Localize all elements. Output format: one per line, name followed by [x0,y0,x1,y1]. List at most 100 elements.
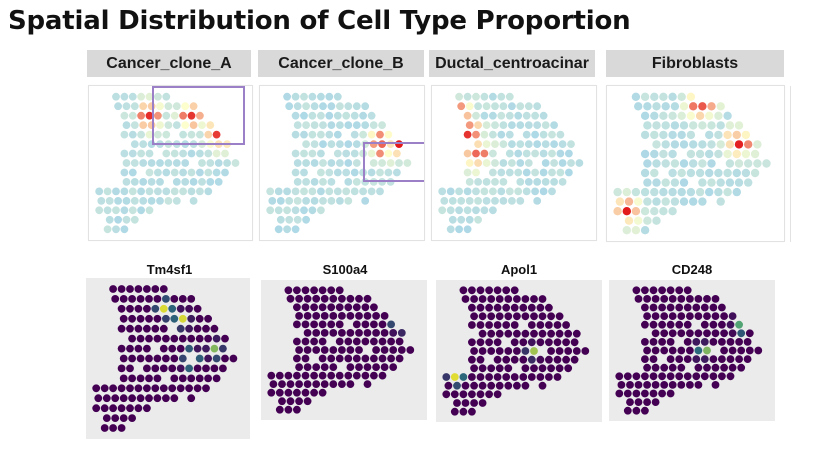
tissue-spot [495,364,504,373]
tissue-spot [122,121,131,129]
tissue-spot [310,320,318,329]
tissue-spot [92,384,101,393]
tissue-spot [649,286,658,295]
tissue-spot [403,159,412,167]
tissue-spot [145,374,153,383]
tissue-spot [504,312,513,321]
tissue-spot [159,324,168,333]
tissue-spot [649,320,658,329]
tissue-spot [268,197,277,205]
tissue-spot [624,197,634,206]
tissue-spot [720,363,728,372]
tissue-spot [361,337,370,346]
tissue-spot [352,371,361,380]
tissue-spot [179,168,187,177]
tissue-spot [623,406,632,415]
tissue-spot [162,354,170,363]
tissue-spot [514,187,523,196]
tissue-spot [700,355,709,363]
tissue-spot [172,197,181,205]
proportion-map-cancer-clone-a [88,85,253,241]
tissue-spot [493,338,502,347]
tissue-spot [128,149,137,158]
tissue-spot [221,168,229,177]
tissue-spot [651,398,660,406]
tissue-spot [659,92,668,101]
tissue-spot [139,159,148,167]
tissue-spot [387,354,395,363]
tissue-spot [333,149,342,158]
tissue-spot [310,121,319,129]
tissue-spot [178,374,187,383]
tissue-spot [204,314,212,323]
tissue-spot [111,295,120,303]
tissue-spot [187,295,196,303]
tissue-spot [151,364,160,373]
tissue-spot [320,380,329,388]
tissue-spot [694,381,703,389]
tissue-spot [139,102,148,111]
tissue-spot [170,187,179,196]
tissue-spot [145,394,153,403]
tissue-spot [459,390,468,399]
tissue-spot [652,102,661,111]
region-highlight-box [363,142,424,182]
tissue-spot [495,347,504,355]
tissue-spot [716,140,725,149]
header-cancer-clone-b: Cancer_clone_B [258,50,424,77]
tissue-spot [499,178,508,186]
tissue-spot [683,320,692,329]
tissue-spot [531,149,539,158]
tissue-spot [446,187,455,196]
tissue-spot [527,303,536,312]
tissue-spot [212,374,221,383]
tissue-spot [564,329,573,338]
tissue-spot [320,346,329,354]
tissue-spot [643,381,651,389]
tissue-spot [162,187,171,196]
tissue-spot [677,130,686,140]
tissue-spot [156,178,164,186]
tissue-spot [641,406,649,415]
tissue-spot [650,92,659,101]
tissue-spot [336,102,344,111]
tissue-spot [283,225,291,234]
tissue-spot [179,111,187,120]
tissue-spot [293,102,302,111]
tissue-spot [651,346,660,355]
tissue-spot [193,344,202,353]
tissue-spot [176,324,185,333]
tissue-spot [128,130,137,139]
tissue-spot [134,285,143,293]
tissue-spot [516,197,525,205]
tissue-spot [317,187,325,196]
tissue-spot [380,312,389,320]
tissue-spot [333,168,342,177]
tissue-spot [284,286,293,295]
tissue-spot [677,92,686,101]
tissue-spot [675,372,684,381]
tissue-spot [504,347,513,355]
tissue-spot [143,285,151,293]
tissue-spot [128,206,137,215]
tissue-spot [686,92,696,101]
tissue-spot [114,197,122,205]
tissue-spot [120,130,129,139]
tissue-spot [744,159,753,168]
tissue-spot [136,314,145,323]
tissue-spot [219,344,227,353]
tissue-spot [448,215,457,224]
tissue-spot [176,384,185,393]
tissue-spot [634,102,643,111]
tissue-spot [221,354,229,363]
tissue-spot [153,354,162,363]
tissue-spot [320,294,329,303]
tissue-spot [319,178,327,186]
tissue-spot [308,187,317,196]
tissue-spot [195,354,204,363]
tissue-spot [151,384,160,393]
tissue-spot [102,414,111,422]
tissue-spot [521,347,530,355]
tissue-spot [196,130,204,139]
tissue-spot [634,295,643,303]
